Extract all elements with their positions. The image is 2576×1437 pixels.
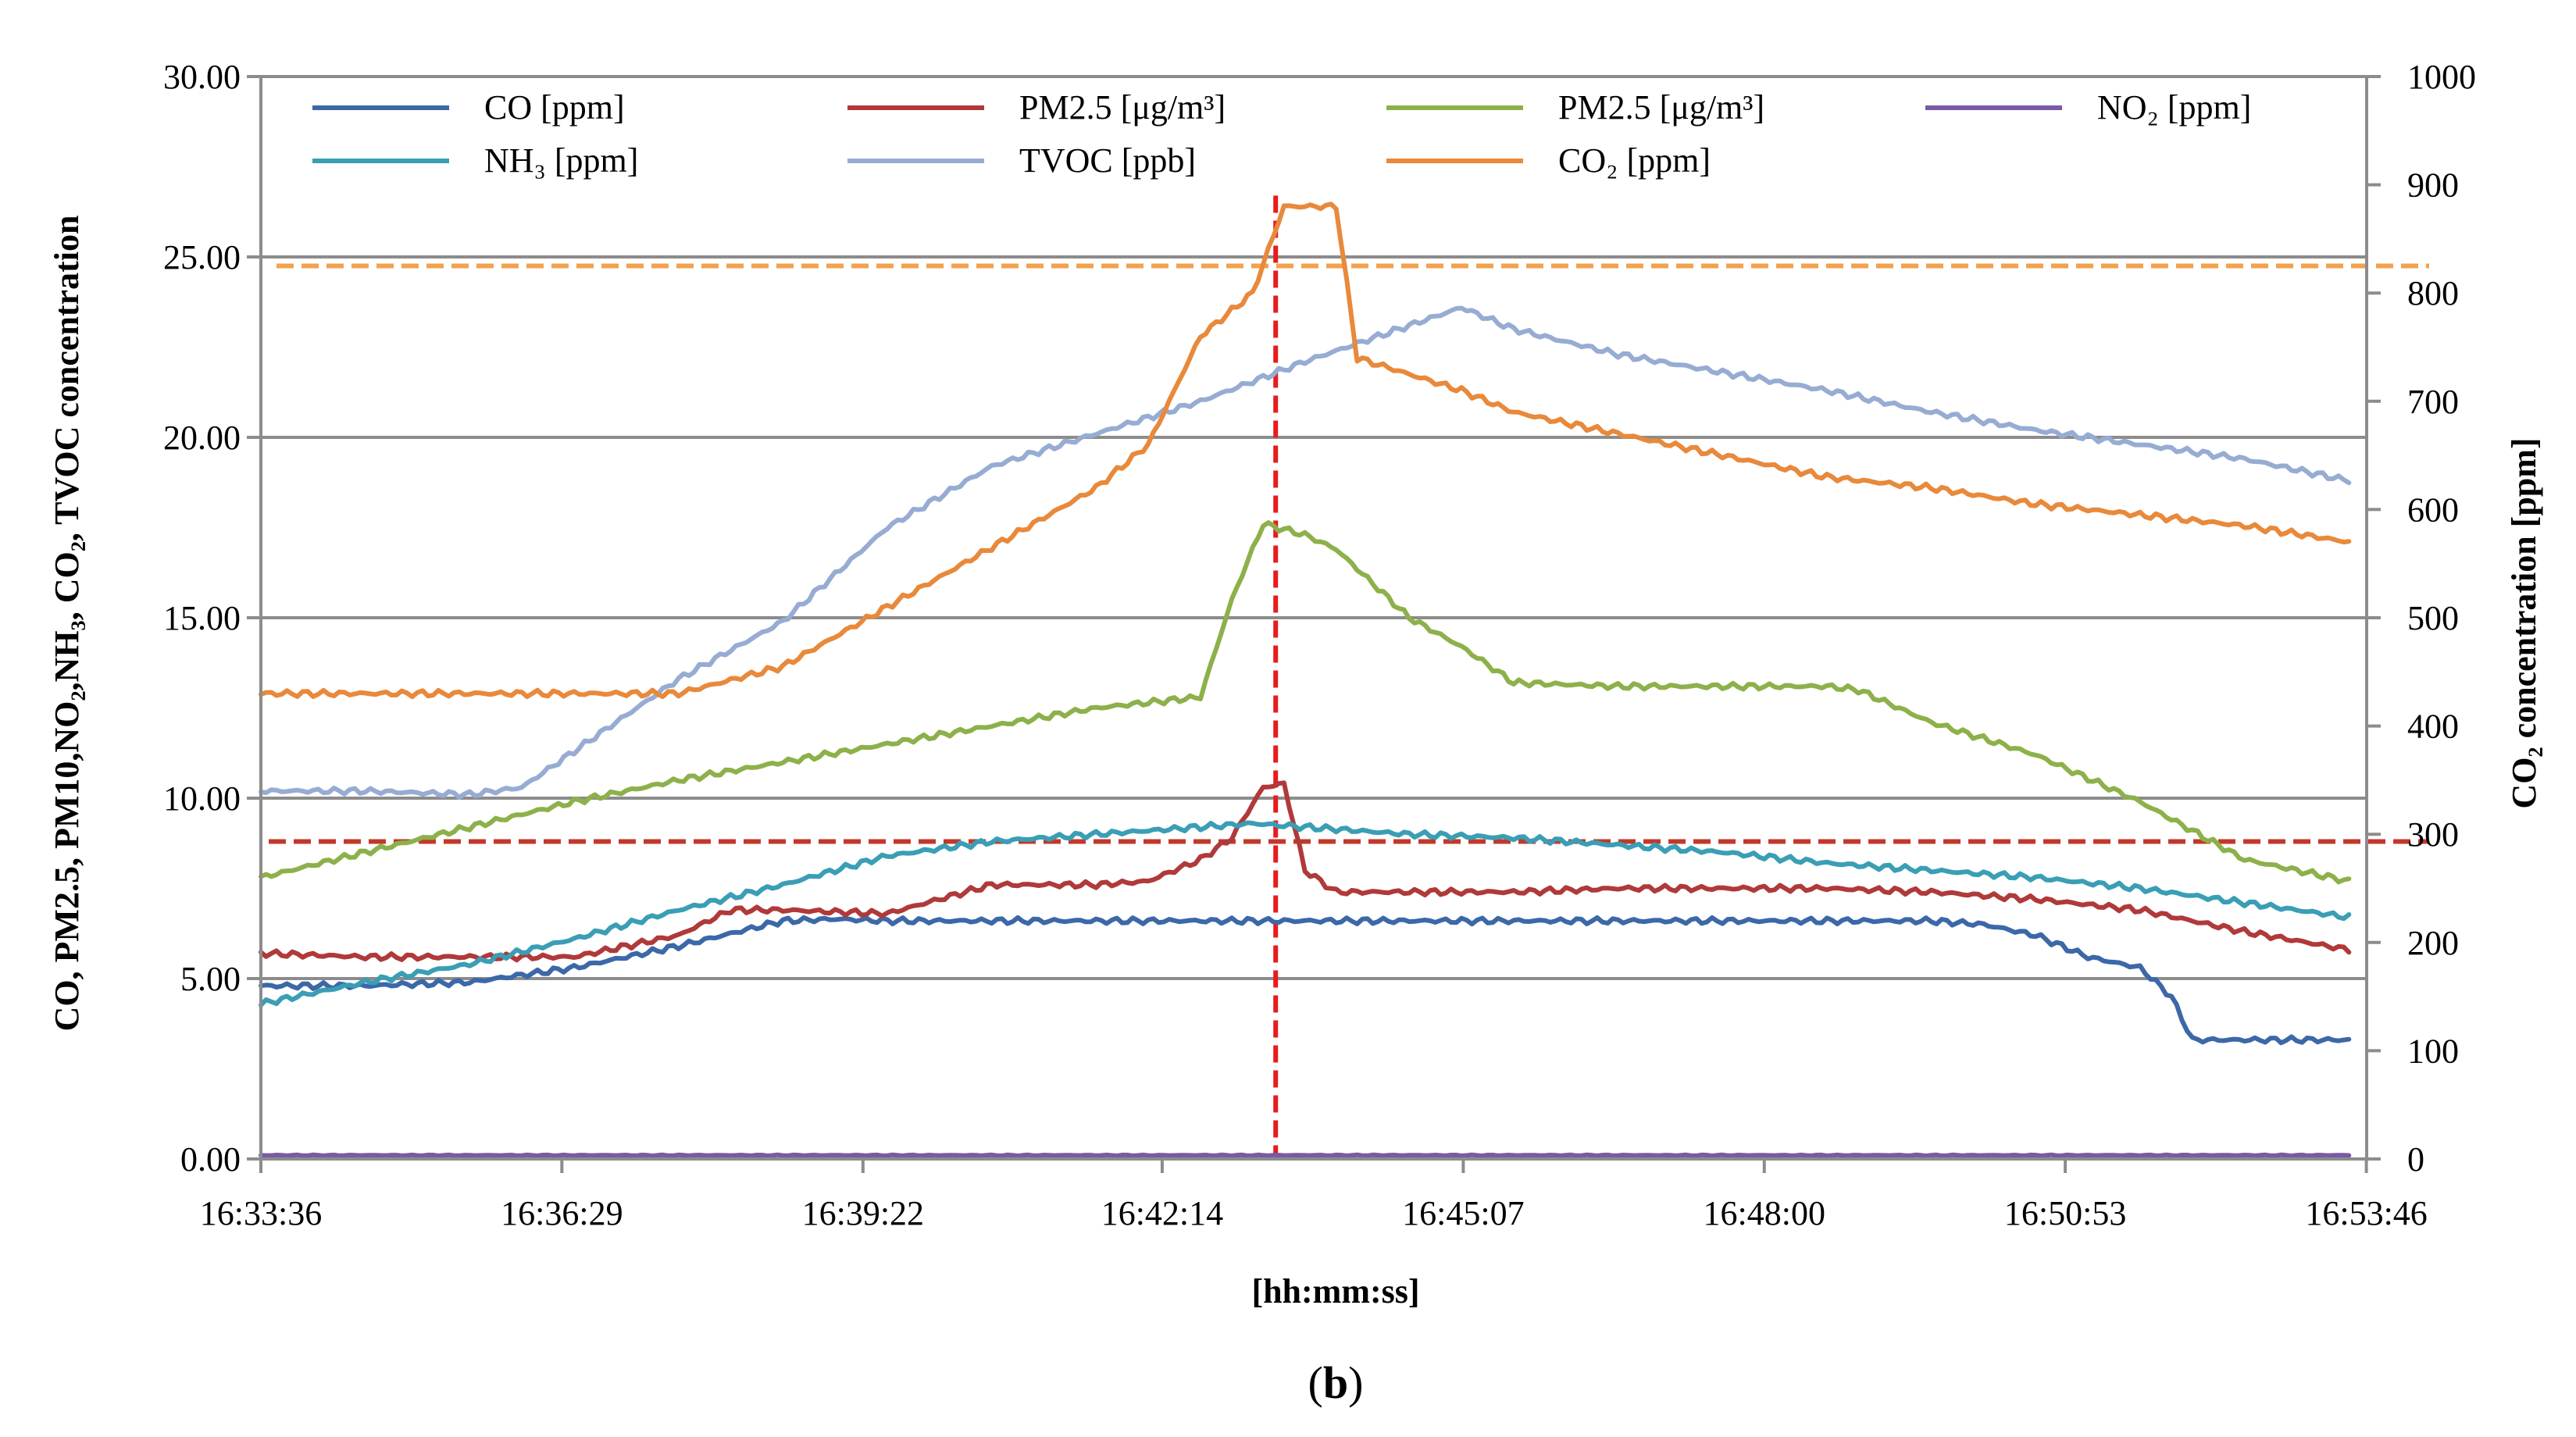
y-left-tick-label-0: 0.00 [180,1140,241,1178]
y-right-tick-label-10: 1000 [2407,58,2476,96]
series-line-6 [259,201,2352,700]
series-layer [259,201,2352,1159]
y-right-tick-label-4: 400 [2407,708,2459,746]
y-left-tick-label-3: 15.00 [163,599,241,637]
x-tick-label-0: 16:33:36 [200,1194,322,1232]
legend-label-4: NH₃ [ppm] [484,141,638,180]
y-right-tick-label-5: 500 [2407,599,2459,637]
x-tick-label-3: 16:42:14 [1101,1194,1223,1232]
y-right-tick-label-9: 900 [2407,166,2459,205]
series-line-0 [259,915,2352,1046]
reference-lines [269,195,2429,1159]
y-right-tick-label-7: 700 [2407,383,2459,421]
series-line-2 [259,520,2352,885]
y-left-tick-label-4: 20.00 [163,419,241,457]
legend-label-0: CO [ppm] [484,88,625,127]
y-left-tick-label-6: 30.00 [163,58,241,96]
x-tick-label-7: 16:53:46 [2305,1194,2427,1232]
y-right-tick-label-6: 600 [2407,490,2459,529]
x-tick-label-2: 16:39:22 [802,1194,924,1232]
x-tick-label-6: 16:50:53 [2004,1194,2126,1232]
figure-caption: (b) [1308,1357,1364,1408]
series-line-5 [259,305,2352,800]
legend-label-1: PM2.5 [μg/m³] [1019,88,1226,127]
x-tick-label-4: 16:45:07 [1402,1194,1524,1232]
y-left-tick-label-5: 25.00 [163,238,241,276]
caption-letter: b [1323,1357,1348,1408]
y-axis-left-title: CO, PM2.5, PM10,NO₂,NH₃, CO₂, TVOC conce… [48,216,86,1032]
y-right-tick-label-8: 800 [2407,274,2459,312]
series-line-3 [259,1152,2352,1159]
y-right-tick-label-3: 300 [2407,815,2459,854]
legend-label-5: TVOC [ppb] [1019,141,1196,180]
y-left-tick-label-2: 10.00 [163,779,241,818]
series-line-1 [259,780,2352,963]
y-axis-right-title: CO₂ concentration [ppm] [2505,437,2543,808]
y-right-tick-label-0: 0 [2407,1140,2424,1178]
axis-layer: 0.00 5.00 10.00 15.00 20.00 25.00 30.00 0 100 200… [163,58,2476,1232]
y-right-tick-label-2: 200 [2407,924,2459,962]
x-tick-label-1: 16:36:29 [501,1194,623,1232]
y-right-tick-label-1: 100 [2407,1032,2459,1070]
legend-label-6: CO₂ [ppm] [1558,141,1711,180]
caption-open-paren: ( [1308,1357,1323,1408]
legend-label-2: PM2.5 [μg/m³] [1558,88,1764,127]
x-tick-label-5: 16:48:00 [1704,1194,1825,1232]
grid-layer [261,75,2367,980]
legend: CO [ppm] PM2.5 [μg/m³] PM2.5 [μg/m³] NO₂ [p… [312,88,2251,180]
x-axis-title: [hh:mm:ss] [1251,1272,1419,1310]
caption-close-paren: ) [1348,1357,1363,1408]
y-left-tick-label-1: 5.00 [180,960,241,998]
legend-label-3: NO₂ [ppm] [2097,88,2251,127]
series-line-4 [259,820,2352,1007]
